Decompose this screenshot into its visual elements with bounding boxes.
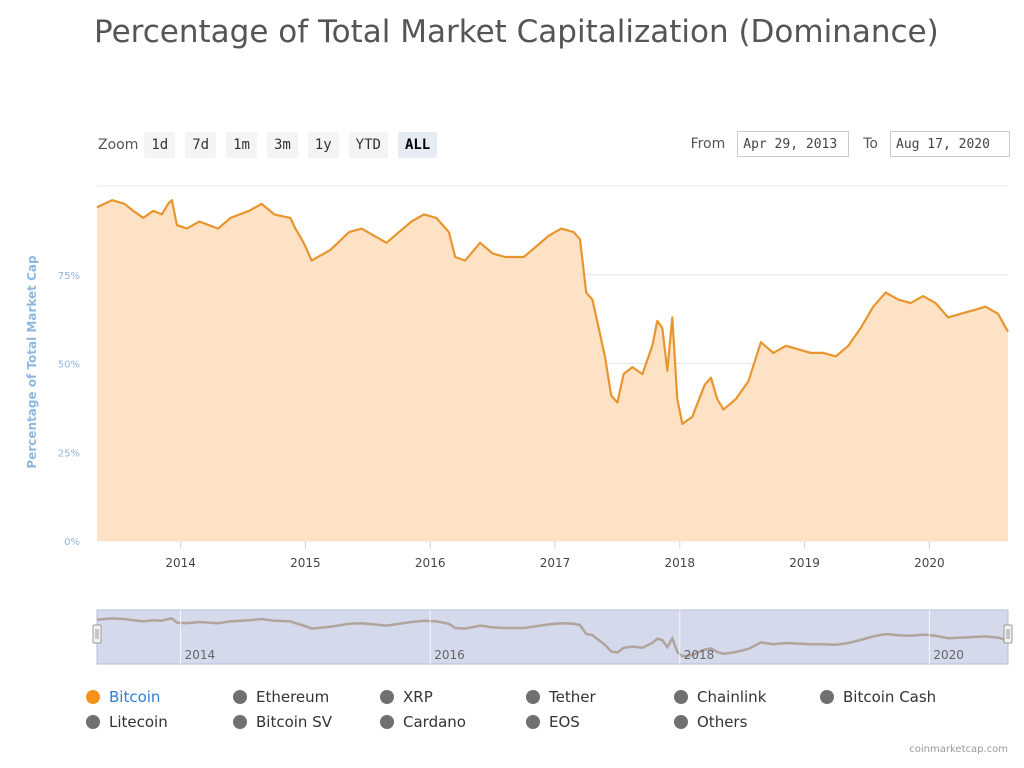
legend-label: Chainlink (697, 688, 767, 706)
zoom-1d-button[interactable]: 1d (144, 132, 176, 158)
legend-item-eos[interactable]: EOS (526, 713, 580, 731)
navigator-tick-label: 2020 (933, 648, 964, 662)
legend-marker-icon (86, 715, 100, 729)
y-tick-label: 25% (58, 448, 80, 459)
to-label: To (863, 136, 878, 152)
zoom-ytd-button[interactable]: YTD (348, 132, 388, 158)
handle-grip[interactable] (92, 624, 102, 644)
legend-item-cardano[interactable]: Cardano (380, 713, 466, 731)
zoom-all-button[interactable]: ALL (397, 132, 438, 158)
legend-marker-icon (233, 690, 247, 704)
bitcoin-area-fill (97, 200, 1008, 541)
navigator-right-handle[interactable] (1003, 624, 1013, 644)
y-tick-label: 0% (64, 537, 80, 548)
chart-title: Percentage of Total Market Capitalizatio… (94, 14, 939, 50)
x-tick-label: 2019 (789, 556, 820, 570)
legend-label: EOS (549, 713, 580, 731)
legend-marker-icon (526, 715, 540, 729)
navigator[interactable]: 2014 2016 2018 2020 (0, 600, 1024, 680)
legend-marker-icon (674, 690, 688, 704)
legend-marker-icon (380, 715, 394, 729)
legend-marker-icon (820, 690, 834, 704)
zoom-controls: Zoom 1d 7d 1m 3m 1y YTD ALL (98, 132, 447, 158)
from-date-input[interactable] (737, 131, 850, 157)
x-tick-label: 2020 (914, 556, 945, 570)
legend-label: Tether (549, 688, 596, 706)
legend-marker-icon (380, 690, 394, 704)
navigator-tick-label: 2016 (434, 648, 465, 662)
navigator-ticks: 2014 2016 2018 2020 (180, 610, 964, 664)
zoom-1y-button[interactable]: 1y (307, 132, 339, 158)
navigator-left-handle[interactable] (92, 624, 102, 644)
y-axis-ticks: 0% 25% 50% 75% (58, 271, 80, 548)
navigator-tick-label: 2018 (684, 648, 715, 662)
legend-label: Litecoin (109, 713, 168, 731)
legend-label: Cardano (403, 713, 466, 731)
x-tick-label: 2016 (415, 556, 446, 570)
legend-marker-icon (233, 715, 247, 729)
legend-item-ethereum[interactable]: Ethereum (233, 688, 329, 706)
legend-item-bitcoin[interactable]: Bitcoin (86, 688, 160, 706)
legend-label: Others (697, 713, 748, 731)
legend-item-xrp[interactable]: XRP (380, 688, 433, 706)
navigator-tick-label: 2014 (185, 648, 216, 662)
y-tick-label: 75% (58, 271, 80, 282)
navigator-series-line (96, 617, 1009, 658)
to-date-input[interactable] (890, 131, 1010, 157)
zoom-7d-button[interactable]: 7d (185, 132, 217, 158)
legend-item-bitcoin-cash[interactable]: Bitcoin Cash (820, 688, 936, 706)
legend-label: Bitcoin SV (256, 713, 332, 731)
legend-item-tether[interactable]: Tether (526, 688, 596, 706)
bitcoin-dominance-line[interactable] (96, 199, 1009, 425)
legend-label: Bitcoin Cash (843, 688, 937, 706)
y-tick-label: 50% (58, 360, 80, 371)
legend-marker-icon (526, 690, 540, 704)
zoom-label: Zoom (98, 137, 139, 153)
legend-marker-icon (674, 715, 688, 729)
x-tick-label: 2015 (290, 556, 321, 570)
handle-grip[interactable] (1003, 624, 1013, 644)
legend-item-chainlink[interactable]: Chainlink (674, 688, 766, 706)
x-tick-label: 2014 (165, 556, 196, 570)
legend-label: XRP (403, 688, 433, 706)
legend-item-litecoin[interactable]: Litecoin (86, 713, 168, 731)
main-chart[interactable]: 0% 25% 50% 75% 2014 2015 2016 2017 2018 2019 2020… (0, 0, 1024, 600)
zoom-1m-button[interactable]: 1m (226, 132, 257, 158)
legend-item-bitcoin-sv[interactable]: Bitcoin SV (233, 713, 332, 731)
legend-label: Ethereum (256, 688, 330, 706)
date-range-selector: From To (691, 131, 1010, 157)
x-tick-label: 2017 (540, 556, 571, 570)
credit-text[interactable]: coinmarketcap.com (909, 744, 1008, 755)
from-label: From (690, 136, 726, 152)
legend-label: Bitcoin (109, 688, 161, 706)
x-tick-label: 2018 (665, 556, 696, 570)
legend-marker-icon (86, 690, 100, 704)
legend-item-others[interactable]: Others (674, 713, 747, 731)
y-axis-label: Percentage of Total Market Cap (25, 255, 39, 469)
zoom-3m-button[interactable]: 3m (266, 132, 298, 158)
x-axis-ticks: 2014 2015 2016 2017 2018 2019 2020 (165, 541, 945, 570)
